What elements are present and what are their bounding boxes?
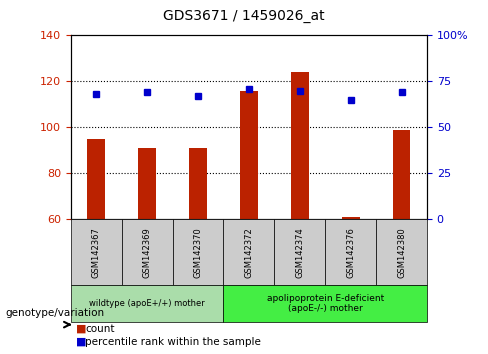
Text: GSM142372: GSM142372 <box>244 227 253 278</box>
Text: GSM142367: GSM142367 <box>92 227 101 278</box>
Bar <box>325 219 376 285</box>
Bar <box>71 285 224 322</box>
Bar <box>376 219 427 285</box>
Text: GSM142369: GSM142369 <box>142 227 152 278</box>
Bar <box>291 72 309 219</box>
Bar <box>274 219 325 285</box>
Text: apolipoprotein E-deficient
(apoE-/-) mother: apolipoprotein E-deficient (apoE-/-) mot… <box>266 294 384 313</box>
Text: count: count <box>85 324 115 333</box>
Bar <box>224 285 427 322</box>
Bar <box>224 219 274 285</box>
Text: GSM142370: GSM142370 <box>193 227 203 278</box>
Text: GSM142380: GSM142380 <box>397 227 406 278</box>
Bar <box>173 219 224 285</box>
Text: GSM142374: GSM142374 <box>295 227 305 278</box>
Text: GSM142376: GSM142376 <box>346 227 355 278</box>
Text: ■: ■ <box>76 337 86 347</box>
Text: GDS3671 / 1459026_at: GDS3671 / 1459026_at <box>163 9 325 23</box>
Bar <box>393 130 410 219</box>
Bar <box>138 148 156 219</box>
Text: percentile rank within the sample: percentile rank within the sample <box>85 337 261 347</box>
Bar <box>240 91 258 219</box>
Text: ■: ■ <box>76 324 86 333</box>
Bar <box>87 139 105 219</box>
Bar <box>342 217 360 219</box>
Bar <box>71 219 122 285</box>
Text: genotype/variation: genotype/variation <box>5 308 104 318</box>
Bar <box>122 219 173 285</box>
Bar <box>189 148 207 219</box>
Text: wildtype (apoE+/+) mother: wildtype (apoE+/+) mother <box>89 299 205 308</box>
